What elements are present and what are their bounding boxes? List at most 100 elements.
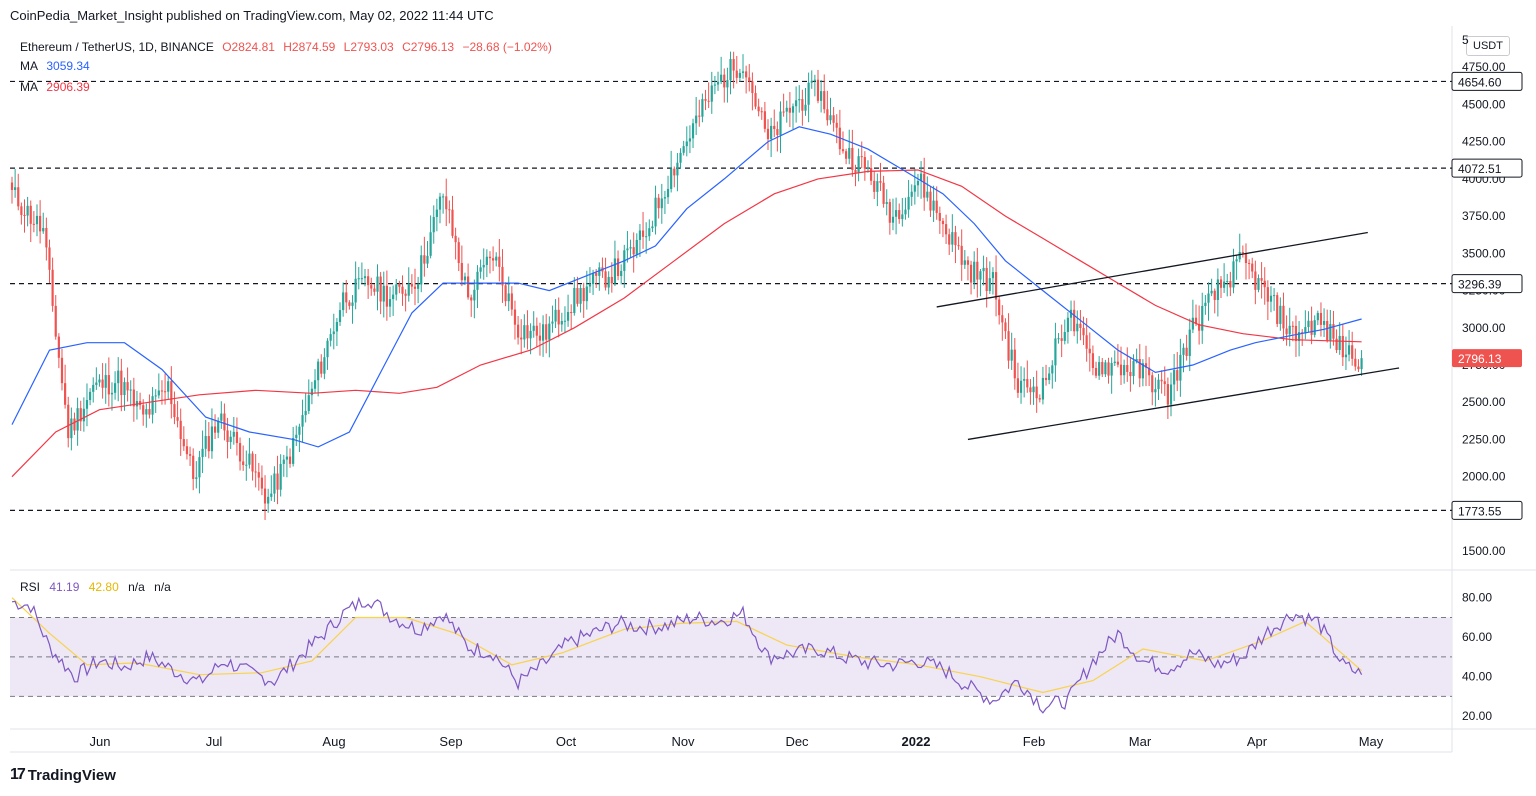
symbol-name[interactable]: Ethereum / TetherUS, 1D, BINANCE — [20, 40, 214, 54]
time-tick-label: Feb — [1023, 734, 1045, 749]
rsi-value: 41.19 — [49, 580, 80, 594]
candle-body — [676, 162, 679, 176]
candle-body — [1272, 295, 1276, 297]
candle-body — [1204, 302, 1207, 306]
candle-body — [1001, 315, 1004, 323]
candle-body — [916, 180, 920, 186]
price-tick-label: 2250.00 — [1462, 432, 1506, 446]
tradingview-footer[interactable]: 17 TradingView — [10, 766, 116, 784]
tradingview-logo-icon: 17 — [10, 766, 26, 783]
candle-body — [1173, 370, 1176, 385]
candle-body — [1198, 323, 1201, 331]
candle-body — [785, 107, 788, 112]
candle-body — [151, 396, 154, 415]
candle-body — [1297, 332, 1301, 342]
candle-body — [741, 71, 745, 73]
candle-body — [648, 228, 651, 237]
candle-body — [1169, 384, 1173, 405]
candle-body — [1113, 361, 1116, 364]
candle-body — [491, 258, 495, 261]
candle-body — [479, 267, 482, 272]
candle-body — [1360, 358, 1363, 370]
candle-body — [379, 276, 382, 302]
candle-body — [148, 409, 151, 415]
candle-body — [357, 278, 360, 280]
candle-body — [510, 293, 513, 310]
tradingview-brand: TradingView — [27, 766, 116, 784]
candle-body — [292, 437, 295, 464]
candle-body — [188, 454, 192, 456]
candle-body — [101, 379, 104, 388]
candle-body — [695, 115, 698, 124]
attribution-text: CoinPedia_Market_Insight published on Tr… — [10, 8, 494, 23]
candle-body — [1354, 358, 1357, 367]
candle-body — [135, 401, 139, 407]
candle-body — [682, 146, 685, 153]
candle-body — [338, 310, 342, 323]
candle-body — [1160, 379, 1163, 382]
candle-body — [707, 100, 710, 102]
candle-body — [1213, 290, 1216, 300]
candle-body — [370, 285, 373, 289]
candle-body — [994, 272, 998, 300]
candle-body — [1276, 295, 1279, 324]
candle-body — [1091, 353, 1095, 368]
candle-body — [404, 293, 407, 296]
candle-body — [217, 420, 220, 433]
candle-body — [1176, 370, 1179, 381]
currency-button[interactable]: USDT — [1466, 36, 1510, 56]
candle-body — [1116, 361, 1119, 365]
candle-body — [738, 72, 741, 78]
candle-body — [1310, 320, 1313, 335]
candle-body — [235, 431, 239, 444]
candle-body — [1207, 293, 1210, 303]
candle-body — [463, 276, 467, 281]
candle-body — [654, 197, 657, 227]
candle-body — [470, 297, 473, 301]
price-tick-label: 4500.00 — [1462, 97, 1506, 111]
candle-body — [585, 286, 588, 302]
candle-body — [388, 299, 392, 307]
candle-body — [670, 168, 673, 189]
candle-body — [538, 335, 542, 341]
channel-upper-line — [936, 231, 1368, 308]
candle-body — [488, 256, 492, 259]
candle-body — [841, 149, 845, 152]
symbol-legend: Ethereum / TetherUS, 1D, BINANCE O2824.8… — [20, 40, 557, 54]
candle-body — [498, 256, 501, 267]
candle-body — [882, 182, 885, 204]
candle-body — [39, 215, 42, 232]
candle-body — [1257, 278, 1260, 290]
candle-body — [745, 71, 748, 78]
candle-body — [288, 456, 292, 464]
candle-body — [1073, 309, 1076, 332]
candle-body — [1254, 271, 1257, 290]
candle-body — [1051, 365, 1054, 374]
candle-body — [417, 284, 420, 289]
ma-slow-legend[interactable]: MA 2906.39 — [20, 80, 95, 94]
candle-body — [1194, 317, 1198, 324]
candle-body — [926, 191, 929, 198]
ma-fast-legend[interactable]: MA 3059.34 — [20, 59, 95, 73]
candle-body — [1148, 367, 1151, 376]
candle-body — [598, 267, 601, 276]
rsi-legend[interactable]: RSI 41.19 42.80 n/a n/a — [20, 580, 177, 594]
candle-body — [513, 309, 517, 325]
candle-body — [688, 138, 692, 142]
rsi-line — [11, 596, 1363, 714]
candle-body — [907, 196, 910, 210]
candle-body — [104, 375, 107, 388]
candle-body — [232, 431, 235, 437]
candle-body — [551, 321, 554, 324]
candle-body — [226, 430, 229, 443]
candle-body — [223, 413, 226, 431]
candle-body — [270, 493, 273, 497]
candle-body — [1126, 365, 1129, 372]
candle-body — [923, 173, 926, 198]
time-tick-label: Jun — [90, 734, 111, 749]
candle-body — [1238, 252, 1241, 260]
candle-body — [520, 337, 523, 340]
candle-body — [110, 392, 114, 395]
candle-body — [798, 99, 801, 101]
